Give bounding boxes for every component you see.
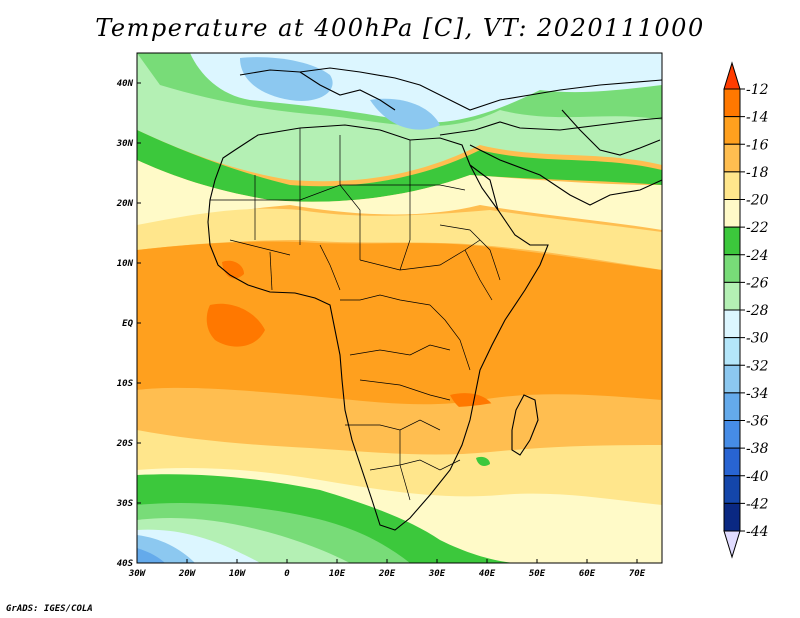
- colorbar-swatch: [723, 171, 741, 200]
- colorbar-swatch: [723, 420, 741, 449]
- x-tick-label: 50E: [529, 569, 546, 579]
- y-tick-label: 30S: [116, 499, 134, 509]
- coastlines: [207, 67, 662, 531]
- x-tick-label: 20W: [178, 569, 197, 579]
- x-tick-label: 0: [284, 569, 290, 579]
- colorbar-label: -22: [746, 220, 769, 236]
- map-title: Temperature at 400hPa [C], VT: 202011100…: [95, 14, 705, 42]
- x-tick-label: 10W: [229, 569, 247, 579]
- y-tick-label: 40S: [117, 559, 134, 569]
- colorbar-label: -42: [746, 496, 769, 512]
- y-tick-label: 10S: [117, 379, 134, 389]
- colorbar-label: -34: [746, 386, 769, 402]
- x-tick-label: 70E: [629, 569, 646, 579]
- colorbar-bottom-arrow: [723, 530, 741, 559]
- colorbar-label: -38: [746, 441, 769, 457]
- colorbar-swatch: [723, 364, 741, 394]
- latitude-labels: 40N 30N 20N 10N EQ 10S 20S 30S 40S: [116, 79, 134, 569]
- colorbar-swatch: [723, 502, 741, 532]
- colorbar-swatch: [723, 447, 741, 477]
- colorbar-swatch: [723, 199, 741, 228]
- colorbar-label: -24: [746, 248, 769, 264]
- colorbar-label: -18: [746, 165, 769, 181]
- temperature-field: [137, 53, 662, 563]
- colorbar-label: -20: [746, 193, 769, 209]
- colorbar-swatch: [723, 254, 741, 283]
- colorbar-swatch: [723, 309, 741, 339]
- y-tick-label: 20S: [116, 439, 134, 449]
- colorbar: -12 -14 -16 -18 -20 -22 -24 -26 -28 -30 -32 -34 -36 -…: [723, 61, 769, 559]
- colorbar-label: -44: [746, 524, 769, 540]
- x-tick-label: 60E: [579, 569, 596, 579]
- colorbar-label: -26: [746, 275, 769, 291]
- colorbar-label: -16: [746, 137, 769, 153]
- colorbar-swatch: [723, 475, 741, 504]
- y-tick-label: 30N: [116, 139, 134, 149]
- colorbar-label: -28: [746, 303, 769, 319]
- colorbar-label: -30: [746, 331, 769, 347]
- colorbar-swatch: [723, 392, 741, 421]
- colorbar-label: -36: [746, 414, 769, 430]
- x-tick-label: 30W: [128, 569, 147, 579]
- colorbar-swatch: [723, 88, 741, 118]
- y-tick-label: 10N: [117, 259, 134, 269]
- x-tick-label: 10E: [329, 569, 346, 579]
- x-tick-label: 30E: [428, 569, 446, 579]
- colorbar-swatch: [723, 226, 741, 256]
- country-borders: [210, 128, 501, 501]
- colorbar-swatch: [723, 337, 741, 366]
- colorbar-swatch: [723, 281, 741, 311]
- colorbar-top-arrow: [723, 61, 741, 90]
- x-tick-label: 40E: [479, 569, 496, 579]
- colorbar-swatch: [723, 143, 741, 173]
- credit-text: GrADS: IGES/COLA: [6, 604, 93, 614]
- y-tick-label: EQ: [122, 319, 133, 329]
- x-tick-label: 20E: [378, 569, 396, 579]
- map-frame: [136, 52, 663, 564]
- y-tick-label: 20N: [116, 199, 134, 209]
- colorbar-swatch: [723, 116, 741, 145]
- colorbar-label: -12: [746, 82, 769, 98]
- longitude-labels: 30W 20W 10W 0 10E 20E 30E 40E 50E 60E 70E: [128, 569, 646, 579]
- colorbar-label: -14: [746, 110, 769, 126]
- axis-ticks: [136, 82, 638, 564]
- y-tick-label: 40N: [117, 79, 134, 89]
- colorbar-label: -40: [746, 469, 769, 485]
- colorbar-label: -32: [746, 358, 769, 374]
